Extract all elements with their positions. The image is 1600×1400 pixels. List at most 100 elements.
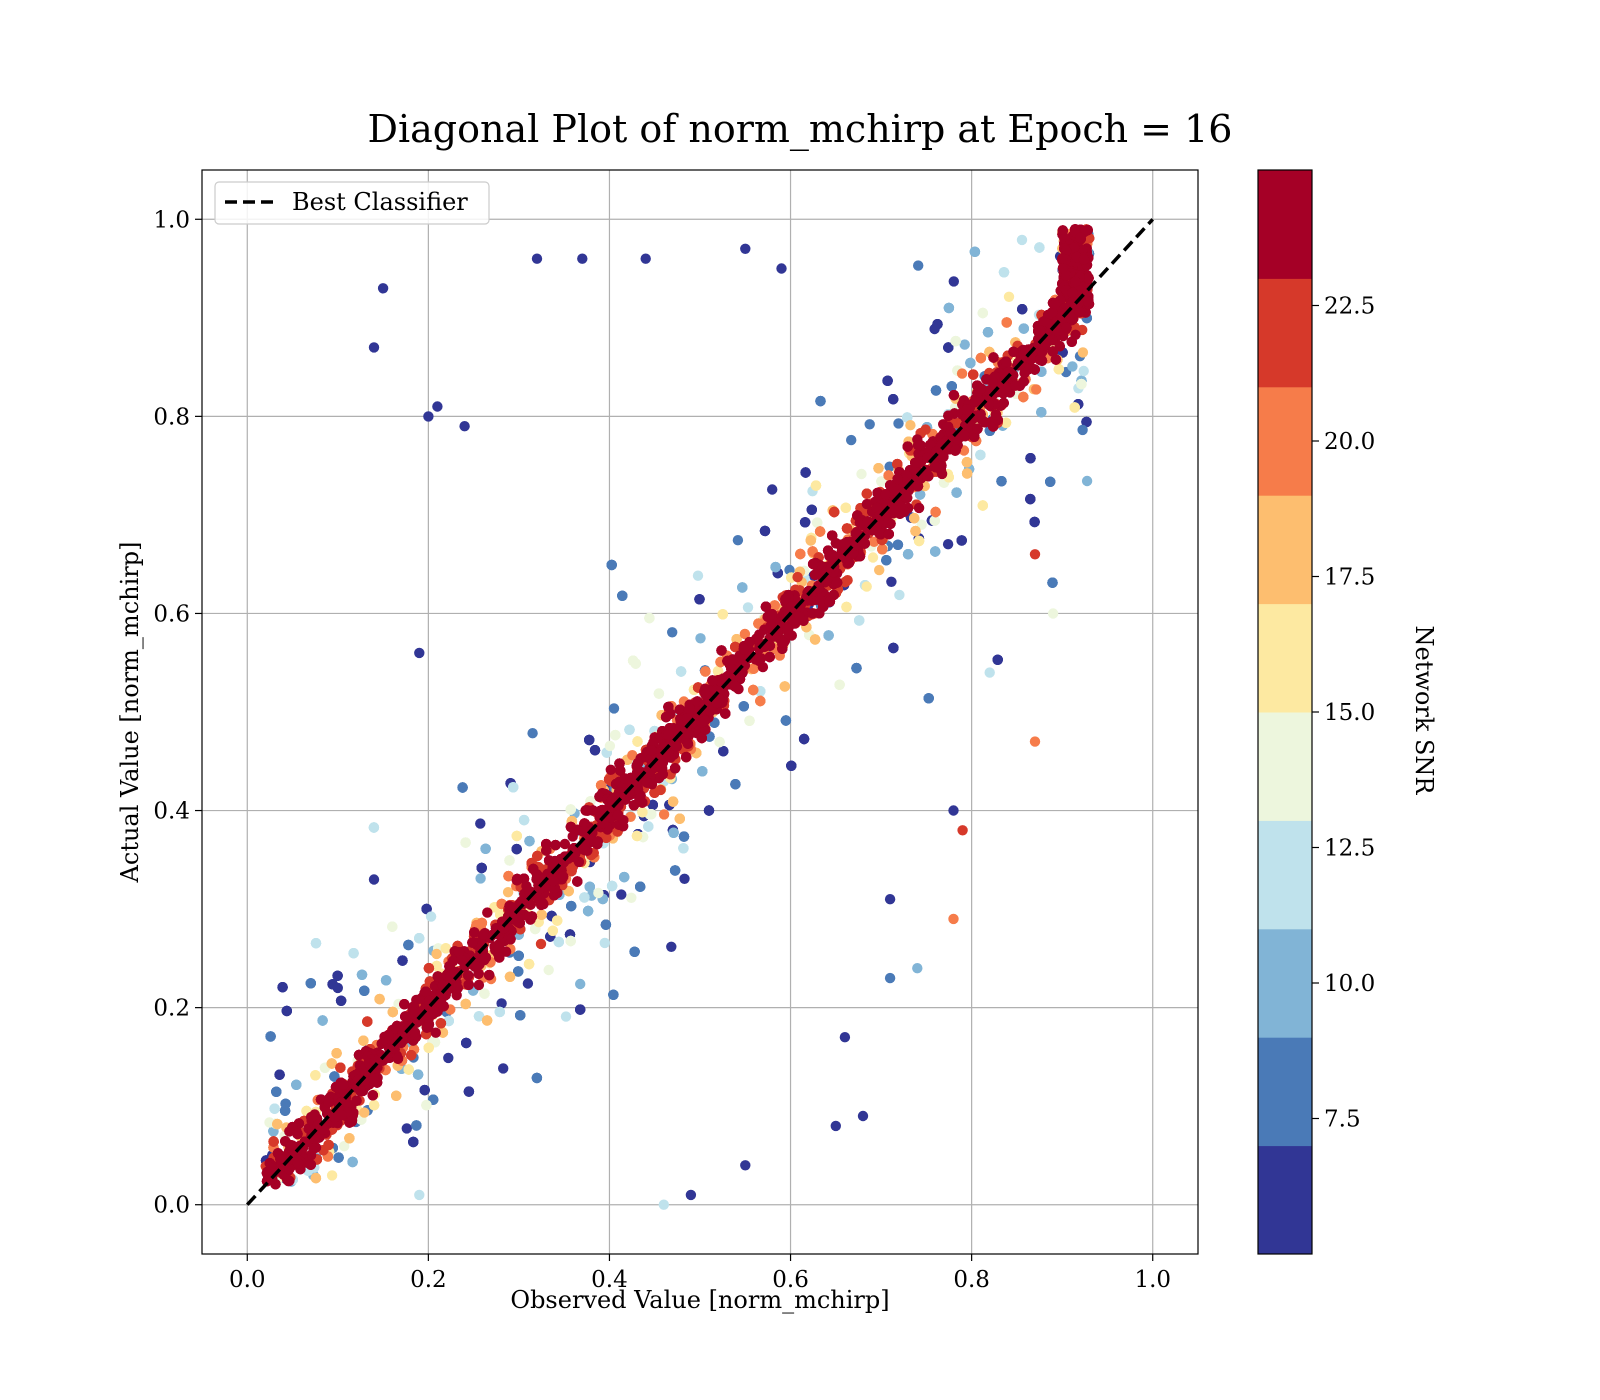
scatter-point xyxy=(874,564,885,576)
scatter-point xyxy=(317,1015,328,1026)
scatter-point xyxy=(624,724,635,735)
scatter-point xyxy=(632,736,643,747)
scatter-point xyxy=(910,525,921,537)
scatter-point xyxy=(626,892,637,903)
scatter-point xyxy=(440,943,451,954)
scatter-point xyxy=(1031,384,1042,395)
scatter-point xyxy=(674,813,685,824)
scatter-point xyxy=(854,615,865,626)
scatter-point xyxy=(358,1035,369,1046)
scatter-point xyxy=(909,513,920,524)
scatter-point xyxy=(511,843,522,855)
scatter-point xyxy=(606,559,617,571)
scatter-point xyxy=(356,969,368,980)
scatter-point xyxy=(744,715,755,726)
scatter-point xyxy=(961,468,973,479)
scatter-point xyxy=(647,799,658,811)
scatter-point xyxy=(1045,476,1056,487)
scatter-point xyxy=(575,978,586,990)
scatter-point xyxy=(387,921,398,932)
scatter-point xyxy=(1078,365,1089,377)
scatter-point xyxy=(524,835,535,847)
scatter-point xyxy=(930,506,941,518)
scatter-point xyxy=(755,695,766,707)
scatter-point xyxy=(565,804,576,815)
scatter-point xyxy=(331,1048,342,1059)
scatter-point xyxy=(1053,364,1065,375)
scatter-point xyxy=(403,939,414,951)
scatter-point xyxy=(1016,234,1028,246)
scatter-point xyxy=(435,1018,447,1029)
scatter-point xyxy=(1017,304,1028,315)
scatter-point xyxy=(522,978,534,989)
scatter-point xyxy=(930,385,942,396)
scatter-point xyxy=(692,570,704,581)
scatter-point xyxy=(799,517,811,528)
scatter-point xyxy=(479,988,490,999)
scatter-point xyxy=(888,642,899,654)
scatter-point xyxy=(531,1072,543,1084)
scatter-point xyxy=(635,881,646,892)
scatter-point xyxy=(942,539,954,550)
scatter-point xyxy=(678,831,690,842)
scatter-point xyxy=(810,480,822,491)
scatter-point xyxy=(805,535,816,546)
scatter-point xyxy=(475,818,486,829)
scatter-point xyxy=(368,1100,380,1111)
scatter-point xyxy=(518,814,530,826)
scatter-point xyxy=(694,594,705,605)
scatter-point xyxy=(532,850,543,862)
scatter-point xyxy=(348,948,359,959)
scatter-point xyxy=(1081,416,1092,428)
scatter-point xyxy=(779,681,790,692)
scatter-point xyxy=(362,1016,373,1027)
scatter-point xyxy=(608,989,619,1000)
scatter-point xyxy=(347,1156,358,1168)
scatter-point xyxy=(310,1070,321,1081)
scatter-point xyxy=(877,544,888,555)
scatter-point xyxy=(536,909,547,920)
scatter-point xyxy=(423,963,435,974)
scatter-point xyxy=(1077,424,1088,436)
scatter-point xyxy=(943,342,954,353)
scatter-point xyxy=(913,535,925,547)
scatter-point xyxy=(732,535,744,546)
scatter-point xyxy=(513,950,524,961)
scatter-point xyxy=(1077,347,1089,358)
chart-title: Diagonal Plot of norm_mchirp at Epoch = … xyxy=(368,107,1233,152)
scatter-point xyxy=(769,600,780,611)
scatter-point xyxy=(401,1123,412,1134)
scatter-point xyxy=(961,457,973,468)
scatter-point xyxy=(977,307,988,319)
scatter-point xyxy=(397,955,408,966)
scatter-point xyxy=(738,701,749,712)
scatter-point xyxy=(630,658,641,669)
scatter-point xyxy=(335,1062,346,1073)
scatter-point xyxy=(742,602,754,613)
scatter-point xyxy=(513,966,524,977)
scatter-point xyxy=(552,915,563,926)
scatter-point xyxy=(892,539,904,550)
scatter-point xyxy=(403,1064,414,1075)
scatter-point xyxy=(1025,453,1036,464)
scatter-point xyxy=(943,302,955,314)
scatter-point xyxy=(457,782,468,793)
scatter-point xyxy=(767,484,778,495)
scatter-point xyxy=(461,1037,472,1049)
scatter-point xyxy=(873,463,884,474)
scatter-point xyxy=(368,822,380,833)
scatter-point xyxy=(861,581,872,592)
scatter-point xyxy=(929,515,940,526)
scatter-point xyxy=(886,576,897,587)
scatter-point xyxy=(387,1006,398,1018)
scatter-point xyxy=(946,381,957,392)
scatter-point xyxy=(344,1133,355,1144)
scatter-point xyxy=(902,549,914,560)
scatter-point xyxy=(589,745,601,756)
scatter-point xyxy=(975,352,987,364)
scatter-point xyxy=(905,420,916,431)
scatter-point xyxy=(475,873,486,884)
scatter-point xyxy=(579,892,590,903)
scatter-point xyxy=(473,979,485,991)
